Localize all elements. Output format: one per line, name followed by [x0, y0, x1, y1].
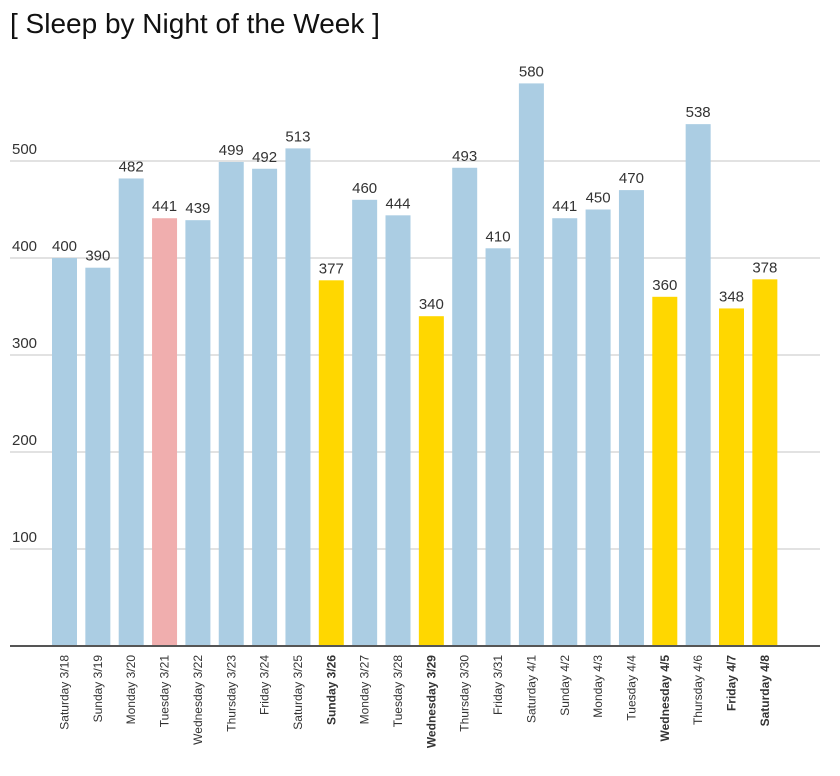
data-label: 513: [285, 128, 310, 145]
data-label: 450: [586, 190, 611, 207]
data-label: 441: [152, 198, 177, 215]
bar: [452, 167, 478, 647]
data-label: 493: [452, 148, 477, 165]
data-label: 538: [686, 104, 711, 121]
bar: [752, 279, 778, 646]
data-label: 377: [319, 260, 344, 277]
bar: [685, 124, 711, 646]
x-tick-label: Saturday 4/1: [524, 655, 538, 723]
data-label: 410: [486, 228, 511, 245]
x-tick-label: Saturday 4/8: [758, 655, 772, 727]
x-tick-label: Wednesday 3/29: [424, 655, 438, 748]
data-label: 460: [352, 180, 377, 197]
data-label: 340: [419, 296, 444, 313]
bar: [152, 218, 178, 647]
x-tick-label: Wednesday 4/5: [658, 655, 672, 742]
data-label: 400: [52, 238, 77, 255]
data-label: 441: [552, 198, 577, 215]
data-label: 470: [619, 170, 644, 187]
bar: [418, 316, 444, 646]
x-tick-label: Tuesday 3/21: [158, 655, 172, 728]
y-tick-label: 300: [12, 335, 37, 352]
bar: [218, 161, 244, 646]
bar: [318, 280, 344, 646]
data-label: 439: [185, 200, 210, 217]
x-tick-label: Wednesday 3/22: [191, 655, 205, 745]
x-tick-label: Thursday 3/23: [224, 655, 238, 732]
bar: [52, 258, 77, 646]
x-tick-label: Saturday 3/25: [291, 655, 305, 730]
x-tick-label: Monday 3/20: [124, 655, 138, 725]
x-tick-label: Sunday 4/2: [558, 655, 572, 716]
x-tick-label: Friday 3/24: [258, 655, 272, 715]
bar: [585, 209, 611, 646]
x-tick-label: Friday 3/31: [491, 655, 505, 715]
bar: [618, 190, 644, 646]
x-tick-label: Monday 4/3: [591, 655, 605, 718]
bar: [252, 168, 278, 646]
x-tick-label: Tuesday 3/28: [391, 655, 405, 728]
bar: [485, 248, 511, 647]
x-tick-label: Tuesday 4/4: [624, 655, 638, 721]
bar: [118, 178, 144, 646]
y-tick-label: 400: [12, 238, 37, 255]
data-label: 482: [119, 158, 144, 175]
data-label: 390: [85, 248, 110, 265]
bar: [652, 296, 678, 646]
data-label: 360: [652, 277, 677, 294]
y-tick-label: 500: [12, 141, 37, 158]
bar: [85, 267, 111, 646]
bar: [518, 83, 544, 646]
bar: [285, 148, 311, 646]
x-tick-label: Monday 3/27: [358, 655, 372, 725]
data-label: 492: [252, 149, 277, 166]
y-tick-label: 200: [12, 432, 37, 449]
x-tick-label: Saturday 3/18: [58, 655, 72, 730]
x-tick-label: Sunday 3/19: [91, 655, 105, 723]
data-label: 499: [219, 142, 244, 159]
data-label: 378: [752, 259, 777, 276]
x-tick-label: Friday 4/7: [725, 655, 739, 711]
data-label: 580: [519, 63, 544, 80]
bar: [552, 218, 578, 647]
x-tick-label: Thursday 3/30: [458, 655, 472, 732]
bar: [352, 199, 378, 647]
bar: [385, 215, 411, 646]
x-tick-label: Sunday 3/26: [324, 655, 338, 725]
y-tick-label: 100: [12, 529, 37, 546]
data-label: 348: [719, 288, 744, 305]
bar: [719, 308, 744, 646]
bar: [185, 220, 211, 647]
data-label: 444: [385, 195, 410, 212]
x-tick-label: Thursday 4/6: [691, 655, 705, 725]
chart-title: [ Sleep by Night of the Week ]: [10, 8, 380, 39]
